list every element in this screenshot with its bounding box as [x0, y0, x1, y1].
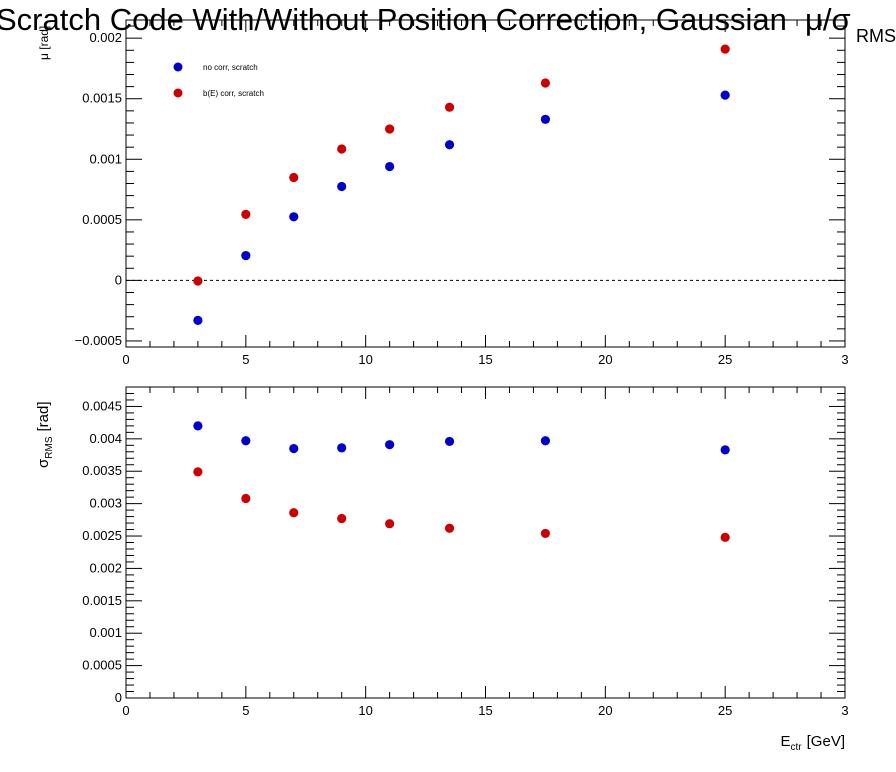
y-tick-label: 0.001 [89, 151, 122, 166]
sigma-y-label-sub: RMS [44, 436, 55, 459]
x-tick-label: 25 [718, 703, 732, 718]
y-tick-label: 0.003 [89, 496, 122, 511]
sigma-point-series0 [337, 443, 347, 453]
y-tick-label: 0.0035 [82, 463, 122, 478]
y-tick-label: 0.0015 [82, 593, 122, 608]
sigma-y-label-unit: [rad] [35, 401, 52, 431]
sigma-point-series1 [241, 493, 251, 504]
mu-x-tick-labels: 0 5 10 15 20 25 3 [122, 352, 848, 367]
mu-points [193, 44, 730, 325]
mu-point-series1 [289, 172, 299, 183]
y-tick-label: 0.0005 [82, 658, 122, 673]
x-tick-label: 20 [598, 352, 612, 367]
y-tick-label: 0 [115, 690, 122, 705]
y-tick-label: 0.0025 [82, 528, 122, 543]
x-tick-label: 10 [358, 703, 372, 718]
y-tick-label: 0.004 [89, 431, 122, 446]
sigma-points [193, 421, 730, 542]
sigma-point-series0 [540, 436, 551, 446]
sigma-point-series1 [193, 467, 203, 477]
mu-point-series1 [193, 276, 203, 286]
sigma-y-tick-labels: 0 0.0005 0.001 0.0015 0.002 0.0025 0.003 0.0035… [82, 398, 122, 705]
mu-point-series1 [241, 209, 251, 219]
figure-title-right: RMS [856, 26, 896, 46]
mu-y-axis-label: μ [rad] [37, 26, 51, 60]
y-tick-label: 0.0015 [82, 91, 122, 106]
sigma-panel: 0 5 10 15 20 25 3 0 0.0005 0.001 0.0015 0.002 0.002… [35, 386, 849, 753]
sigma-point-series1 [289, 508, 299, 518]
sigma-point-series0 [385, 440, 395, 450]
sigma-point-series0 [193, 421, 203, 431]
sigma-plot-frame [125, 386, 846, 699]
sigma-point-series0 [241, 436, 251, 446]
legend-marker-be-corr [173, 88, 183, 98]
legend-marker-no-corr [173, 62, 183, 72]
x-label-symbol: E [781, 733, 791, 750]
mu-point-series0 [193, 315, 203, 325]
mu-axis-ticks [125, 20, 846, 347]
mu-point-series0 [385, 161, 395, 172]
x-tick-label: 5 [242, 352, 249, 367]
sigma-point-series1 [720, 532, 730, 542]
legend-label-be-corr: b(E) corr, scratch [203, 89, 264, 98]
legend-label-no-corr: no corr, scratch [203, 63, 258, 72]
mu-point-series1 [720, 44, 730, 54]
mu-point-series0 [720, 90, 730, 100]
y-tick-label: 0.002 [89, 560, 122, 575]
mu-point-series0 [444, 140, 455, 150]
sigma-point-series0 [720, 445, 730, 455]
sigma-point-series1 [337, 513, 347, 524]
x-tick-label: 15 [478, 703, 492, 718]
sigma-point-series0 [289, 443, 299, 454]
sigma-point-series0 [444, 436, 455, 447]
x-tick-label: 0 [122, 352, 129, 367]
mu-point-series0 [289, 212, 299, 222]
mu-point-series1 [337, 144, 347, 154]
mu-point-series0 [540, 114, 551, 124]
x-tick-label: 5 [242, 703, 249, 718]
mu-legend: no corr, scratch b(E) corr, scratch [173, 62, 264, 98]
x-axis-label: Ectr [GeV] [781, 733, 845, 753]
sigma-point-series1 [385, 519, 395, 529]
mu-plot-frame [125, 19, 846, 348]
mu-y-tick-labels: −0.0005 0 0.0005 0.001 0.0015 0.002 [75, 30, 122, 348]
sigma-x-tick-labels: 0 5 10 15 20 25 3 [122, 703, 848, 718]
x-label-sub: ctr [791, 742, 803, 753]
x-tick-label: 10 [358, 352, 372, 367]
sigma-point-series1 [540, 528, 551, 539]
y-tick-label: 0.001 [89, 625, 122, 640]
x-tick-label: 25 [718, 352, 732, 367]
sigma-point-series1 [444, 523, 455, 533]
x-tick-label: 20 [598, 703, 612, 718]
sigma-axis-ticks [125, 386, 846, 699]
sigma-y-axis-label: σRMS [rad] [35, 401, 55, 468]
sigma-y-label-symbol: σ [35, 458, 52, 468]
x-tick-label: 3 [841, 352, 848, 367]
mu-point-series0 [241, 250, 251, 261]
y-tick-label: 0.002 [89, 30, 122, 45]
x-tick-label: 3 [841, 703, 848, 718]
y-tick-label: 0 [115, 272, 122, 287]
mu-point-series1 [540, 78, 551, 88]
mu-panel: 0 5 10 15 20 25 3 −0.000500.00050.0010.00150.0… [37, 19, 849, 367]
mu-point-series1 [385, 124, 395, 134]
x-tick-label: 0 [122, 703, 129, 718]
mu-point-series1 [444, 102, 455, 112]
x-tick-label: 15 [478, 352, 492, 367]
y-tick-label: 0.0005 [82, 212, 122, 227]
x-label-unit: [GeV] [807, 733, 845, 750]
mu-point-series0 [337, 181, 347, 192]
y-tick-label: 0.0045 [82, 398, 122, 413]
y-tick-label: −0.0005 [75, 333, 122, 348]
